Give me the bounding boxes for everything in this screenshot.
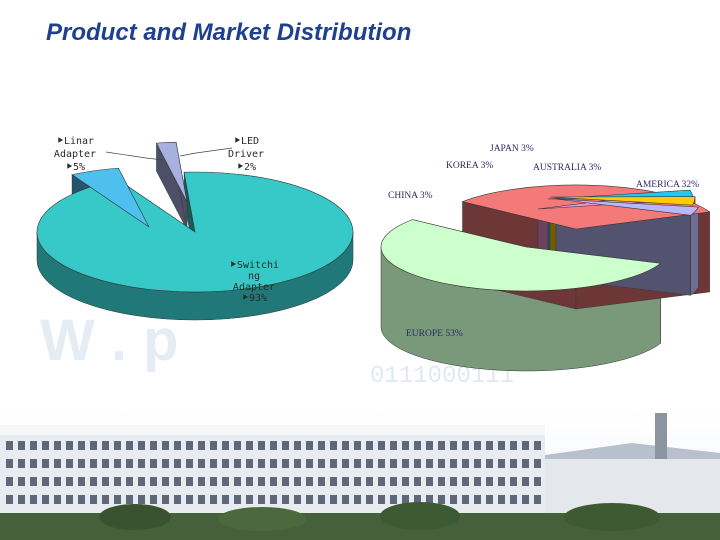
australia-slice	[555, 198, 700, 216]
australia-label: AUSTRALIA 3%	[533, 163, 601, 173]
watermark-letters: W . p	[40, 308, 179, 373]
japan-label: JAPAN 3%	[490, 144, 534, 154]
linar-adapter-leader-line	[105, 151, 164, 161]
product-pie-chart: ⯈Switchi ng Adapter ⯈93% ⯈Linar Adapter ⯈5% ⯈LE…	[36, 136, 354, 321]
america-label: AMERICA 32%	[636, 180, 699, 190]
china-label: CHINA 3%	[388, 191, 433, 201]
led-driver-label: ⯈LED Driver ⯈2%	[228, 136, 264, 173]
europe-slice	[380, 219, 662, 292]
europe-label: EUROPE 53%	[406, 329, 463, 339]
page-title: Product and Market Distribution	[46, 19, 412, 46]
japan-slice	[549, 196, 696, 206]
linar-adapter-label: ⯈Linar Adapter ⯈5%	[54, 136, 96, 173]
korea-label: KOREA 3%	[446, 161, 493, 171]
linar-adapter-slice	[71, 167, 150, 228]
market-pie-chart: EUROPE 53% AMERICA 32% CHINA 3% KOREA 3% JAP…	[380, 144, 711, 372]
switchi-ng-adapter-slice	[36, 171, 354, 293]
factory-photo	[0, 395, 720, 540]
switchi-ng-adapter-label: ⯈Switchi ng Adapter ⯈93%	[229, 260, 279, 304]
led-driver-slice	[155, 141, 188, 203]
led-driver-leader-line	[179, 147, 233, 157]
